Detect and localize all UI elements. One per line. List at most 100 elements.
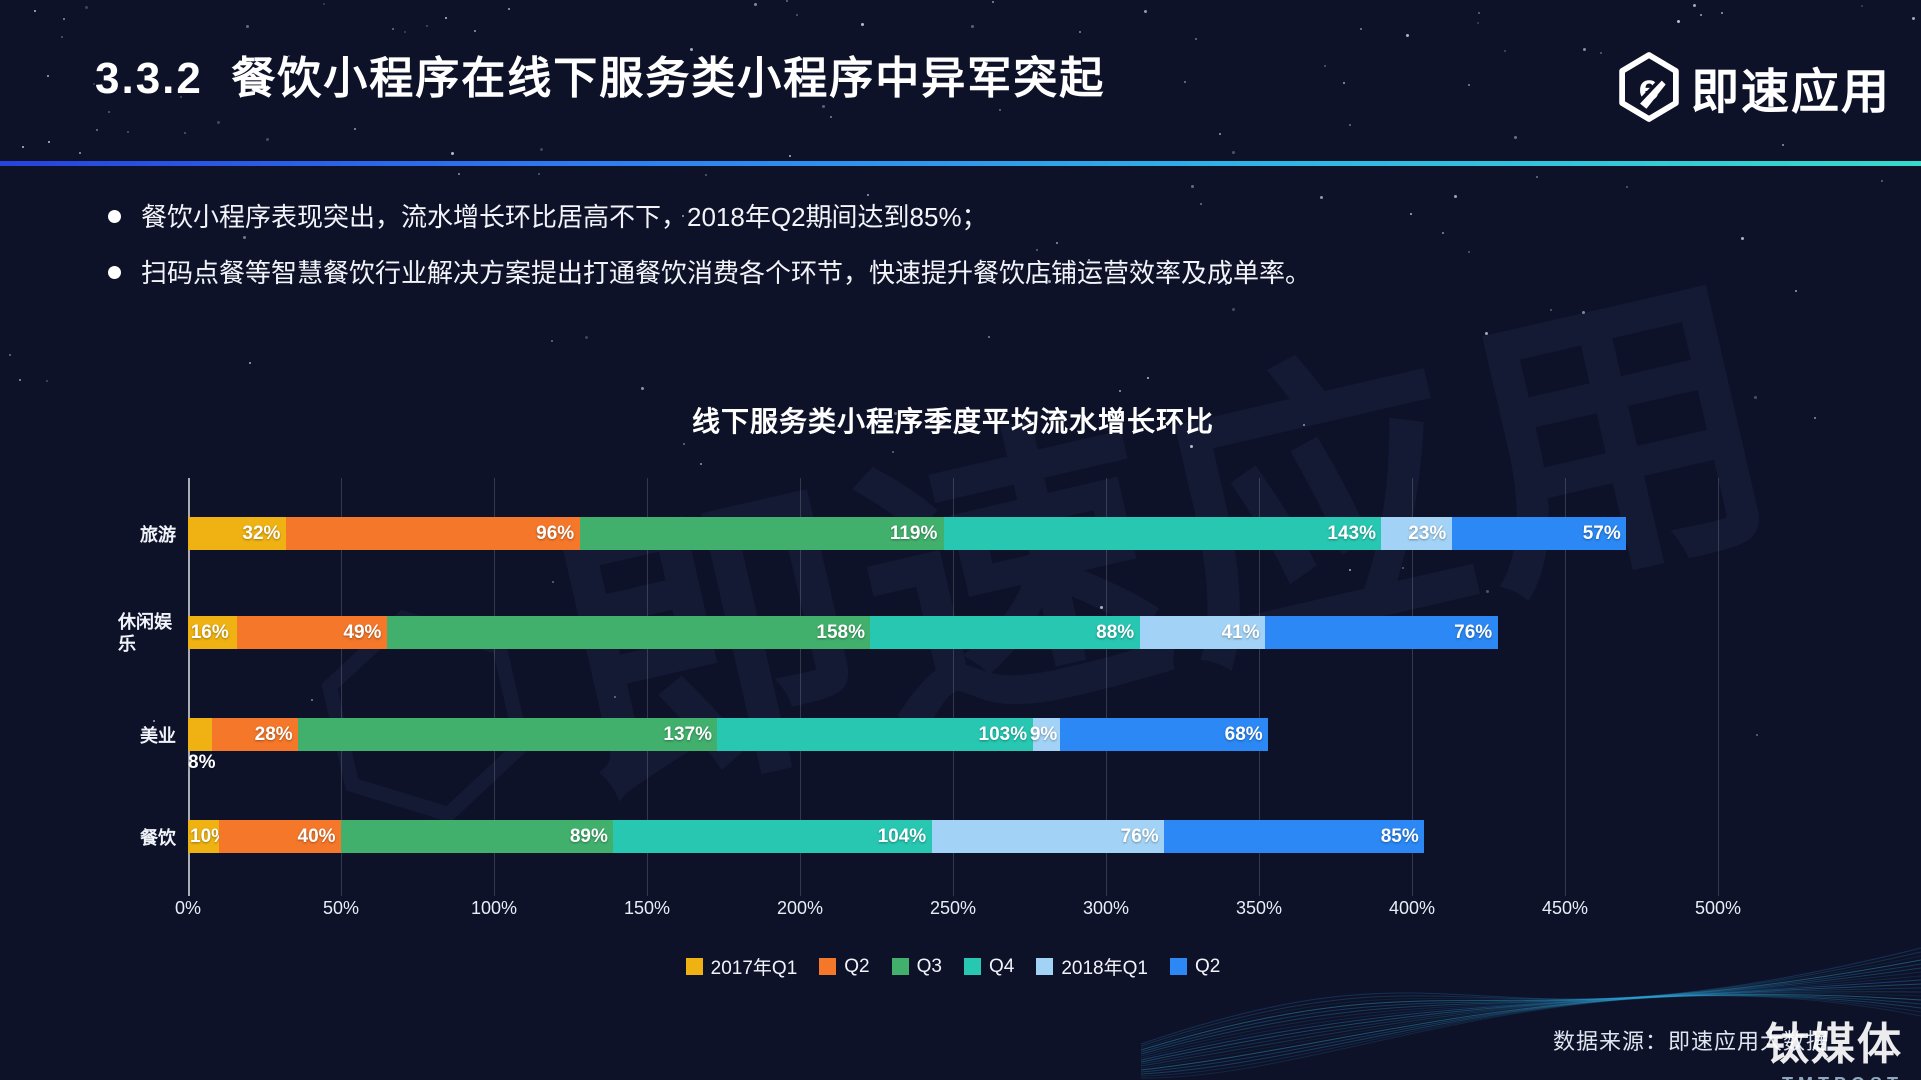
bullet-dot-icon	[108, 210, 121, 223]
gridline	[1718, 478, 1719, 896]
legend-swatch	[891, 958, 909, 975]
page-title: 3.3.2 餐饮小程序在线下服务类小程序中异军突起	[95, 54, 1106, 103]
title-divider	[0, 161, 1921, 166]
gridline	[341, 478, 342, 896]
bullet-text: 扫码点餐等智慧餐饮行业解决方案提出打通餐饮消费各个环节，快速提升餐饮店铺运营效率…	[141, 258, 1312, 288]
bar-value-label: 104%	[877, 826, 927, 847]
x-tick-label: 0%	[174, 898, 201, 918]
bullet-list: 餐饮小程序表现突出，流水增长环比居高不下，2018年Q2期间达到85%； 扫码点…	[108, 200, 1808, 312]
brand-logo: e 即速应用	[1617, 52, 1891, 122]
gridline	[1565, 478, 1566, 896]
bar-segment	[1139, 616, 1266, 649]
legend-swatch	[964, 958, 981, 975]
bullet-dot-icon	[108, 266, 121, 279]
bar-value-label: 76%	[1120, 826, 1159, 847]
bar-value-label: 89%	[569, 826, 608, 847]
x-tick-label: 450%	[1541, 898, 1589, 918]
gridline	[800, 478, 801, 896]
category-label: 餐饮	[140, 827, 176, 848]
gridline	[1259, 478, 1260, 896]
legend-label: Q2	[844, 955, 870, 977]
bar-value-label: 16%	[190, 622, 229, 643]
category-label: 美业	[140, 725, 176, 746]
legend-item: 2017年Q1	[685, 953, 798, 980]
legend-label: 2018年Q1	[1061, 958, 1148, 979]
bar-value-label: 76%	[1454, 622, 1493, 643]
bar-segment	[1060, 718, 1269, 751]
legend-swatch	[819, 958, 837, 975]
bar-value-label: 9%	[1029, 724, 1058, 745]
gridline	[494, 478, 495, 896]
x-tick-label: 300%	[1082, 898, 1130, 918]
bar-segment	[931, 820, 1165, 853]
chart-title: 线下服务类小程序季度平均流水增长环比	[691, 406, 1214, 437]
bar-value-label: 119%	[889, 523, 938, 544]
data-source-note: 数据来源：即速应用大数据	[1552, 1029, 1829, 1054]
x-tick-label: 350%	[1235, 898, 1283, 918]
x-tick-label: 200%	[776, 898, 824, 918]
bar-value-label: 57%	[1582, 523, 1621, 544]
category-label: 旅游	[140, 524, 176, 545]
bar-segment	[943, 517, 1382, 550]
bar-value-label: 8%	[188, 752, 216, 773]
bar-value-label: 143%	[1327, 523, 1376, 544]
media-watermark: 钛媒体 TMTPOST	[1765, 1008, 1903, 1080]
hexagon-logo-icon: e	[1619, 52, 1679, 122]
bar-segment	[341, 820, 614, 853]
bar-segment	[236, 616, 387, 649]
bar-segment	[1451, 517, 1627, 550]
bar-segment	[212, 718, 299, 751]
gridline	[1412, 478, 1413, 896]
bar-value-label: 40%	[297, 826, 336, 847]
bar-segment	[188, 616, 237, 649]
y-axis-line	[188, 478, 190, 896]
legend-label: Q4	[989, 955, 1015, 977]
legend-item: 2018年Q1	[1036, 953, 1148, 980]
bar-segment	[1032, 718, 1061, 751]
gridline	[953, 478, 954, 896]
bar-value-label: 41%	[1221, 622, 1260, 643]
bar-value-label: 158%	[816, 622, 865, 643]
bar-value-label: 23%	[1408, 523, 1447, 544]
legend-item: Q2	[819, 955, 870, 978]
bar-value-label: 10%	[190, 826, 229, 847]
legend-swatch	[685, 958, 703, 975]
legend-label: Q3	[916, 955, 942, 977]
legend-swatch	[1036, 958, 1054, 975]
x-tick-label: 50%	[322, 898, 360, 918]
x-tick-label: 400%	[1388, 898, 1436, 918]
bar-segment	[1381, 517, 1452, 550]
stacked-bar-chart: 0% 50% 100% 150% 200% 250% 300% 350% 400% 450% 500…	[118, 478, 1741, 918]
bar-segment	[188, 517, 286, 550]
bar-segment	[188, 820, 219, 853]
gridline	[647, 478, 648, 896]
brand-name: 即速应用	[1690, 66, 1891, 119]
legend-label: 2017年Q1	[710, 958, 798, 979]
bar-segment	[218, 820, 341, 853]
bar-value-label: 49%	[343, 622, 382, 643]
bullet-item: 餐饮小程序表现突出，流水增长环比居高不下，2018年Q2期间达到85%；	[108, 200, 1808, 234]
bar-value-label: 137%	[663, 724, 712, 745]
legend-item: Q4	[964, 956, 1014, 978]
legend-swatch	[1169, 958, 1187, 975]
bar-segment	[717, 718, 1033, 751]
bar-segment	[870, 616, 1140, 649]
bar-value-label: 32%	[242, 523, 281, 544]
x-tick-label: 100%	[470, 898, 518, 918]
bar-value-label: 85%	[1380, 826, 1419, 847]
bar-value-label: 68%	[1224, 724, 1263, 745]
legend-label: Q2	[1194, 955, 1221, 977]
bullet-text: 餐饮小程序表现突出，流水增长环比居高不下，2018年Q2期间达到85%；	[141, 202, 988, 232]
bar-segment	[298, 718, 718, 751]
bar-value-label: 96%	[536, 523, 575, 544]
legend-item: Q2	[1169, 955, 1221, 978]
x-tick-label: 250%	[929, 898, 977, 918]
media-watermark-en: TMTPOST	[1765, 1074, 1903, 1080]
bar-value-label: 28%	[254, 724, 293, 745]
bar-segment	[1164, 820, 1425, 853]
bar-segment	[188, 718, 213, 751]
bar-segment	[1265, 616, 1498, 649]
bar-value-label: 88%	[1096, 622, 1135, 643]
x-tick-label: 500%	[1694, 898, 1742, 918]
